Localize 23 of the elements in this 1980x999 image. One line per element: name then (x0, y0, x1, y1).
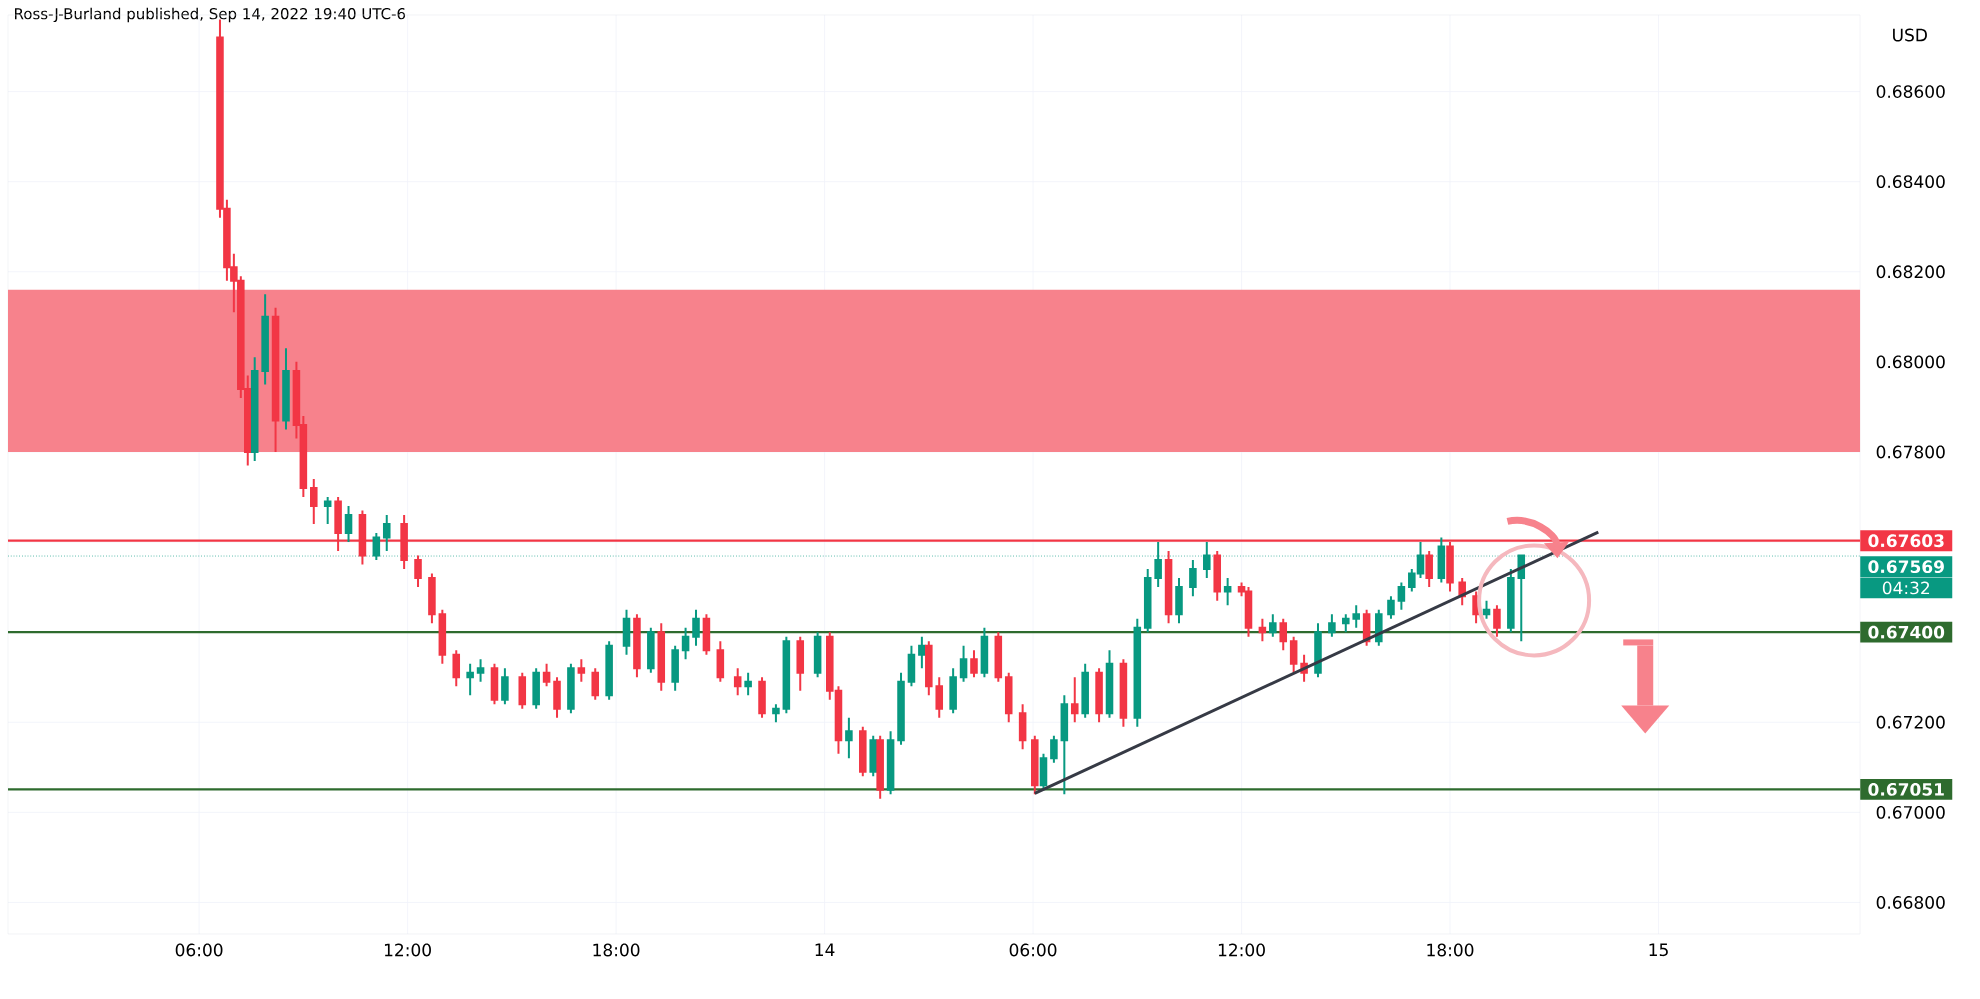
y-axis-title: USD (1893, 28, 1927, 42)
x-tick-label: 15 (1649, 943, 1668, 957)
y-tick-label: 0.67000 (1876, 805, 1945, 819)
x-tick-label: 18:00 (593, 943, 640, 957)
y-tick-label: 0.67200 (1876, 715, 1945, 729)
x-tick-label: 12:00 (1218, 943, 1265, 957)
ref-line-label: 0.67400 (1868, 625, 1945, 639)
ref-line-label: 0.67051 (1868, 782, 1944, 796)
ref-line-label: 0.67569 (1868, 560, 1944, 574)
chart-title: Ross-J-Burland published, Sep 14, 2022 19:40 UTC-6 (15, 7, 406, 23)
ref-line-label: 0.67603 (1868, 534, 1944, 548)
x-tick-label: 18:00 (1427, 943, 1474, 957)
x-tick-label: 14 (815, 943, 835, 956)
x-tick-label: 12:00 (384, 943, 431, 957)
y-tick-label: 0.68000 (1876, 355, 1945, 369)
y-tick-label: 0.67800 (1876, 445, 1945, 459)
text: 04:32 (1882, 581, 1930, 595)
y-tick-label: 0.68400 (1876, 175, 1945, 189)
x-tick-label: 06:00 (175, 943, 223, 957)
y-tick-label: 0.68200 (1876, 265, 1945, 279)
y-tick-label: 0.68600 (1876, 85, 1945, 98)
y-tick-label: 0.66800 (1876, 896, 1945, 909)
x-tick-label: 06:00 (1009, 943, 1057, 957)
